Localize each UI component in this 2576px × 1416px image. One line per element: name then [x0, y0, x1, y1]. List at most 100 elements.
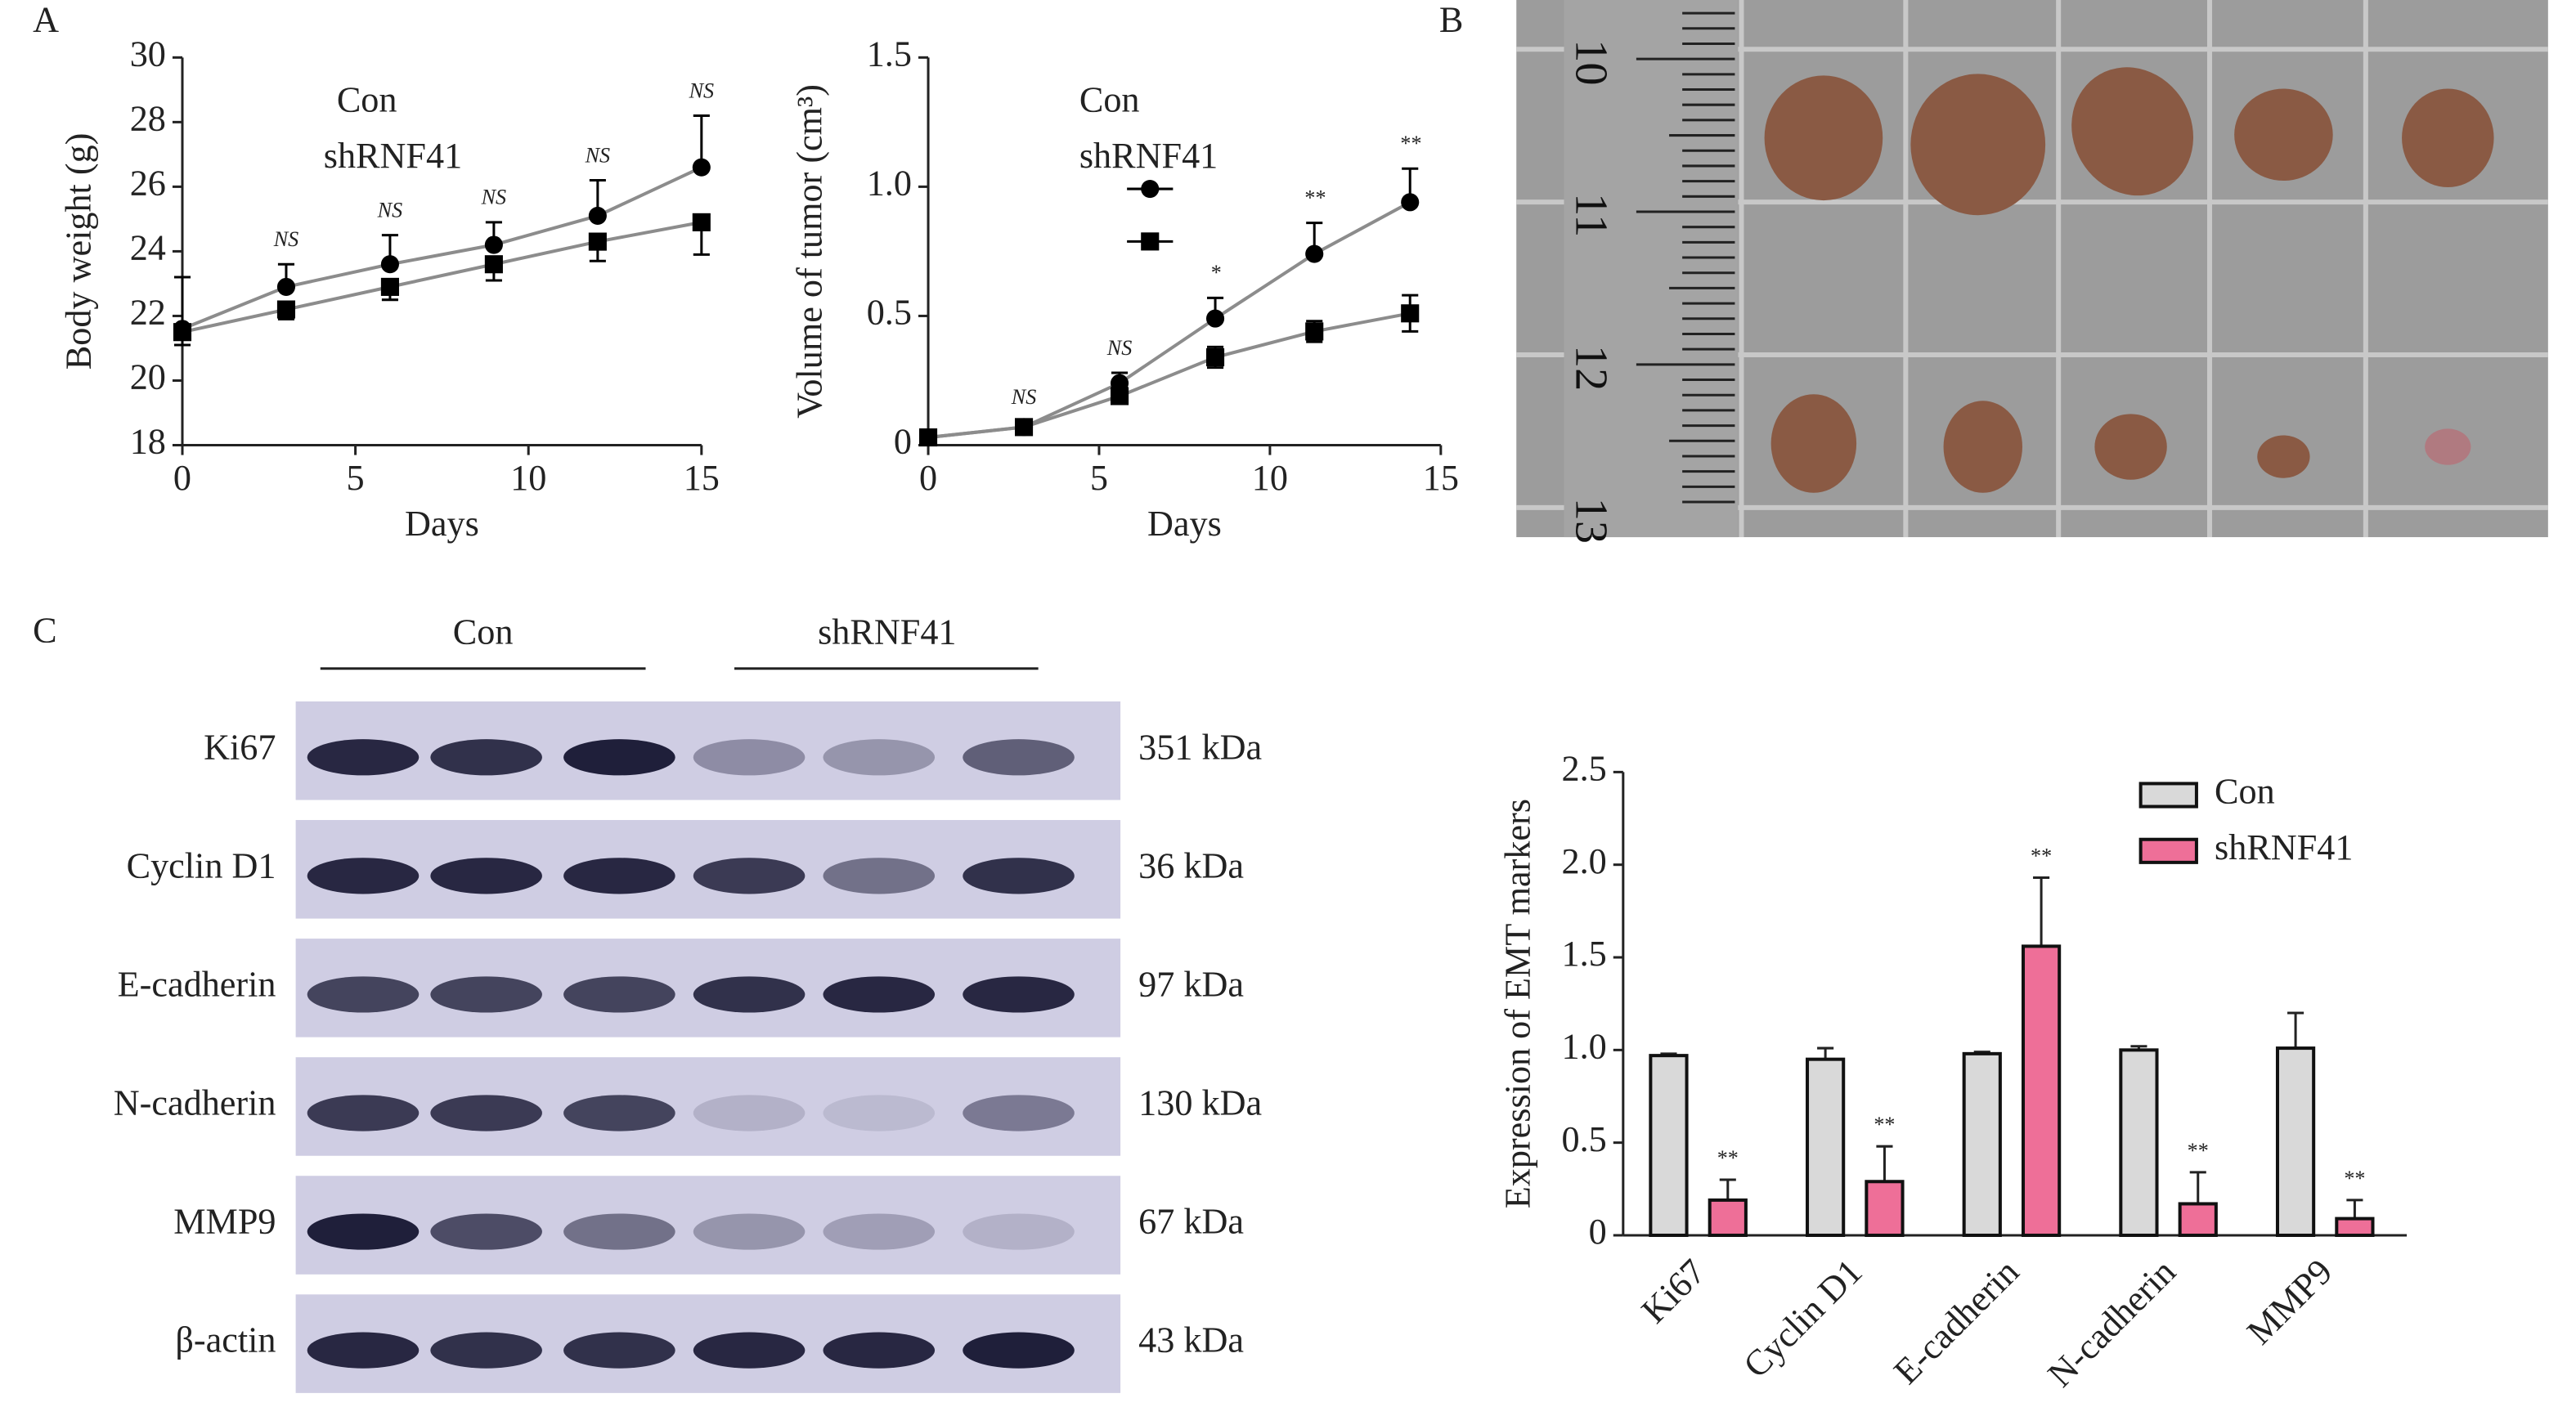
- panel-label: B: [1439, 0, 1463, 39]
- legend-label: Con: [2215, 772, 2275, 812]
- blot-band: [430, 1213, 542, 1250]
- marker: [1305, 244, 1324, 263]
- blot-band: [563, 976, 675, 1013]
- y-tick-label: 2.5: [1562, 749, 1607, 789]
- blot-strip: [295, 1057, 1121, 1156]
- blot-band: [563, 1095, 675, 1131]
- x-tick-label: Cyclin D1: [1736, 1252, 1870, 1386]
- panel-label: A: [33, 0, 59, 39]
- y-tick-label: 2.0: [1562, 841, 1607, 881]
- marker: [276, 300, 296, 319]
- blot-band: [430, 1332, 542, 1369]
- blot-band: [693, 976, 806, 1013]
- series-line: [927, 200, 1411, 440]
- legend-label: shRNF41: [324, 136, 462, 176]
- size-label: 130 kDa: [1138, 1083, 1262, 1123]
- blot-band: [823, 976, 936, 1013]
- blot-band: [963, 976, 1075, 1013]
- y-tick-label: 1.0: [867, 164, 912, 204]
- y-tick-label: 18: [130, 422, 166, 462]
- marker: [484, 235, 503, 254]
- panel-label: C: [33, 611, 56, 651]
- protein-label: N-cadherin: [114, 1083, 276, 1123]
- blot-band: [963, 1332, 1075, 1369]
- marker: [276, 277, 296, 296]
- marker: [173, 323, 192, 342]
- blot-band: [307, 1095, 420, 1131]
- blot-band: [823, 739, 936, 776]
- y-tick-label: 1.0: [1562, 1026, 1607, 1066]
- ruler-label: 11: [1566, 193, 1617, 237]
- blot-band: [693, 739, 806, 776]
- y-tick-label: 1.5: [1562, 934, 1607, 974]
- x-tick-label: 15: [684, 458, 720, 498]
- series-line: [927, 311, 1411, 440]
- protein-label: MMP9: [173, 1202, 276, 1242]
- ruler: 10 11 12 13: [1564, 0, 1739, 544]
- ruler-label: 12: [1566, 345, 1617, 391]
- blot-band: [693, 1213, 806, 1250]
- size-label: 97 kDa: [1138, 965, 1244, 1005]
- bar: [1962, 1051, 2002, 1237]
- ruler-label: 13: [1566, 498, 1617, 544]
- x-tick-label: MMP9: [2239, 1252, 2340, 1352]
- blot-band: [430, 739, 542, 776]
- significance-label: *: [1210, 261, 1222, 285]
- blot-band: [307, 1332, 420, 1369]
- series-line: [182, 165, 702, 331]
- blot-band: [693, 858, 806, 894]
- blot-band: [430, 858, 542, 894]
- protein-label: Cyclin D1: [127, 845, 276, 885]
- y-tick-label: 20: [130, 357, 166, 397]
- marker: [1014, 418, 1034, 437]
- marker: [1205, 309, 1225, 328]
- x-tick-label: 5: [347, 458, 365, 498]
- blot-band: [563, 1213, 675, 1250]
- significance-label: NS: [1011, 385, 1036, 409]
- blot-band: [963, 1213, 1075, 1250]
- y-tick-label: 30: [130, 34, 166, 74]
- tumor-photo: 10 11 12 13: [1516, 0, 2548, 544]
- blot-band: [693, 1095, 806, 1131]
- marker: [692, 158, 711, 177]
- marker: [1401, 304, 1420, 323]
- tumors: [1764, 67, 2494, 493]
- significance-label: **: [2344, 1167, 2365, 1190]
- significance-label: **: [1399, 132, 1421, 155]
- x-tick-label: E-cadherin: [1887, 1252, 2027, 1392]
- marker: [918, 428, 938, 447]
- x-axis-title: Days: [1147, 504, 1222, 544]
- marker: [1110, 387, 1129, 406]
- marker: [692, 213, 711, 231]
- legend-swatch: [2138, 837, 2198, 864]
- size-label: 36 kDa: [1138, 845, 1244, 885]
- y-axis-title: Volume of tumor (cm³): [790, 84, 830, 419]
- x-tick-label: Ki67: [1634, 1252, 1713, 1331]
- significance-label: **: [1874, 1113, 1895, 1136]
- bar: [1708, 1198, 1748, 1237]
- blot-band: [307, 739, 420, 776]
- legend-label: shRNF41: [2215, 827, 2353, 867]
- bar: [2119, 1048, 2159, 1237]
- y-tick-label: 0.5: [867, 293, 912, 333]
- marker: [1141, 180, 1160, 199]
- significance-label: **: [1304, 186, 1326, 209]
- significance-label: NS: [689, 78, 714, 102]
- legend-label: Con: [337, 80, 397, 120]
- legend-label: shRNF41: [1079, 136, 1218, 176]
- y-tick-label: 24: [130, 228, 166, 268]
- marker: [1205, 347, 1225, 367]
- bar: [2335, 1217, 2375, 1237]
- blot-band: [307, 1213, 420, 1250]
- blot-band: [307, 976, 420, 1013]
- ruler-label: 10: [1566, 39, 1617, 85]
- y-tick-label: 28: [130, 98, 166, 138]
- marker: [588, 232, 607, 251]
- blot-band: [963, 739, 1075, 776]
- significance-label: **: [2031, 844, 2052, 867]
- blot-band: [430, 1095, 542, 1131]
- size-label: 351 kDa: [1138, 727, 1262, 767]
- blot-band: [823, 1213, 936, 1250]
- legend-swatch: [2138, 782, 2198, 809]
